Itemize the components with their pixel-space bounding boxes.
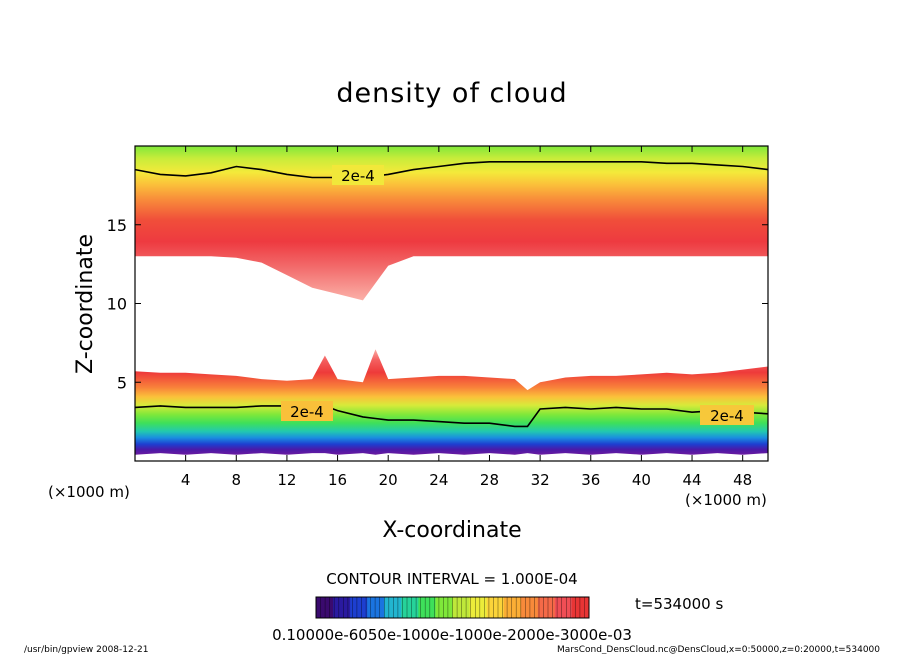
lower-cloud-layer <box>135 349 768 455</box>
colorbar-frame <box>315 596 590 619</box>
footer-right: MarsCond_DensCloud.nc@DensCloud,x=0:5000… <box>557 645 880 654</box>
colorbar-swatch <box>537 597 556 618</box>
colorbar-swatch <box>486 597 505 618</box>
chart-title: density of cloud <box>336 78 567 109</box>
x-tick-label: 40 <box>632 471 651 489</box>
contour-interval: CONTOUR INTERVAL = 1.000E-04 <box>326 570 577 588</box>
colorbar-swatch <box>316 597 334 618</box>
colorbar <box>316 597 590 618</box>
colorbar-swatch <box>571 597 590 618</box>
y-tick-label: 15 <box>107 216 127 235</box>
x-tick-label: 4 <box>181 471 191 489</box>
plot-area <box>135 146 768 455</box>
x-tick-label: 28 <box>480 471 499 489</box>
colorbar-swatch <box>333 597 351 618</box>
time-label: t=534000 s <box>635 595 723 613</box>
x-tick-label: 48 <box>733 471 752 489</box>
x-tick-label: 16 <box>328 471 347 489</box>
x-tick-label: 24 <box>429 471 448 489</box>
contour-labels: 2e-4 2e-4 2e-4 <box>281 165 754 425</box>
contour-label-lower-left: 2e-4 <box>290 403 324 421</box>
x-tick-label: 12 <box>277 471 296 489</box>
colorbar-swatch <box>435 597 453 618</box>
x-tick-label: 32 <box>531 471 550 489</box>
lower-contour-line <box>135 405 768 428</box>
y-tick-label: 5 <box>117 373 127 392</box>
x-axis-ticks: 4 8 12 16 20 24 28 32 36 40 44 48 <box>181 146 752 489</box>
upper-contour-line <box>135 161 768 179</box>
x-tick-label: 44 <box>682 471 701 489</box>
y-tick-label: 10 <box>107 295 127 314</box>
x-axis-label: X-coordinate <box>382 518 521 543</box>
x-units-left: (×1000 m) <box>48 483 130 501</box>
x-units-right: (×1000 m) <box>685 491 767 509</box>
upper-cloud-layer <box>135 146 768 301</box>
colorbar-swatch <box>554 597 573 618</box>
y-axis-label: Z-coordinate <box>73 234 98 374</box>
colorbar-swatch <box>418 597 436 618</box>
y-axis-ticks: 5 10 15 <box>107 216 768 392</box>
colorbar-swatch <box>367 597 385 618</box>
colorbar-swatch <box>384 597 402 618</box>
contour-label-lower-right: 2e-4 <box>710 407 744 425</box>
colorbar-tick-labels: 0.10000e-6050e-1000e-1000e-2000e-3000e-0… <box>272 626 632 644</box>
colorbar-swatch <box>401 597 419 618</box>
x-tick-label: 8 <box>232 471 242 489</box>
colorbar-swatch <box>452 597 471 618</box>
colorbar-swatch <box>469 597 488 618</box>
colorbar-swatch <box>350 597 368 618</box>
colorbar-swatch <box>520 597 539 618</box>
x-tick-label: 36 <box>581 471 600 489</box>
contour-label-upper: 2e-4 <box>341 167 375 185</box>
colorbar-swatch <box>503 597 522 618</box>
footer-left: /usr/bin/gpview 2008-12-21 <box>24 645 148 654</box>
x-tick-label: 20 <box>379 471 398 489</box>
